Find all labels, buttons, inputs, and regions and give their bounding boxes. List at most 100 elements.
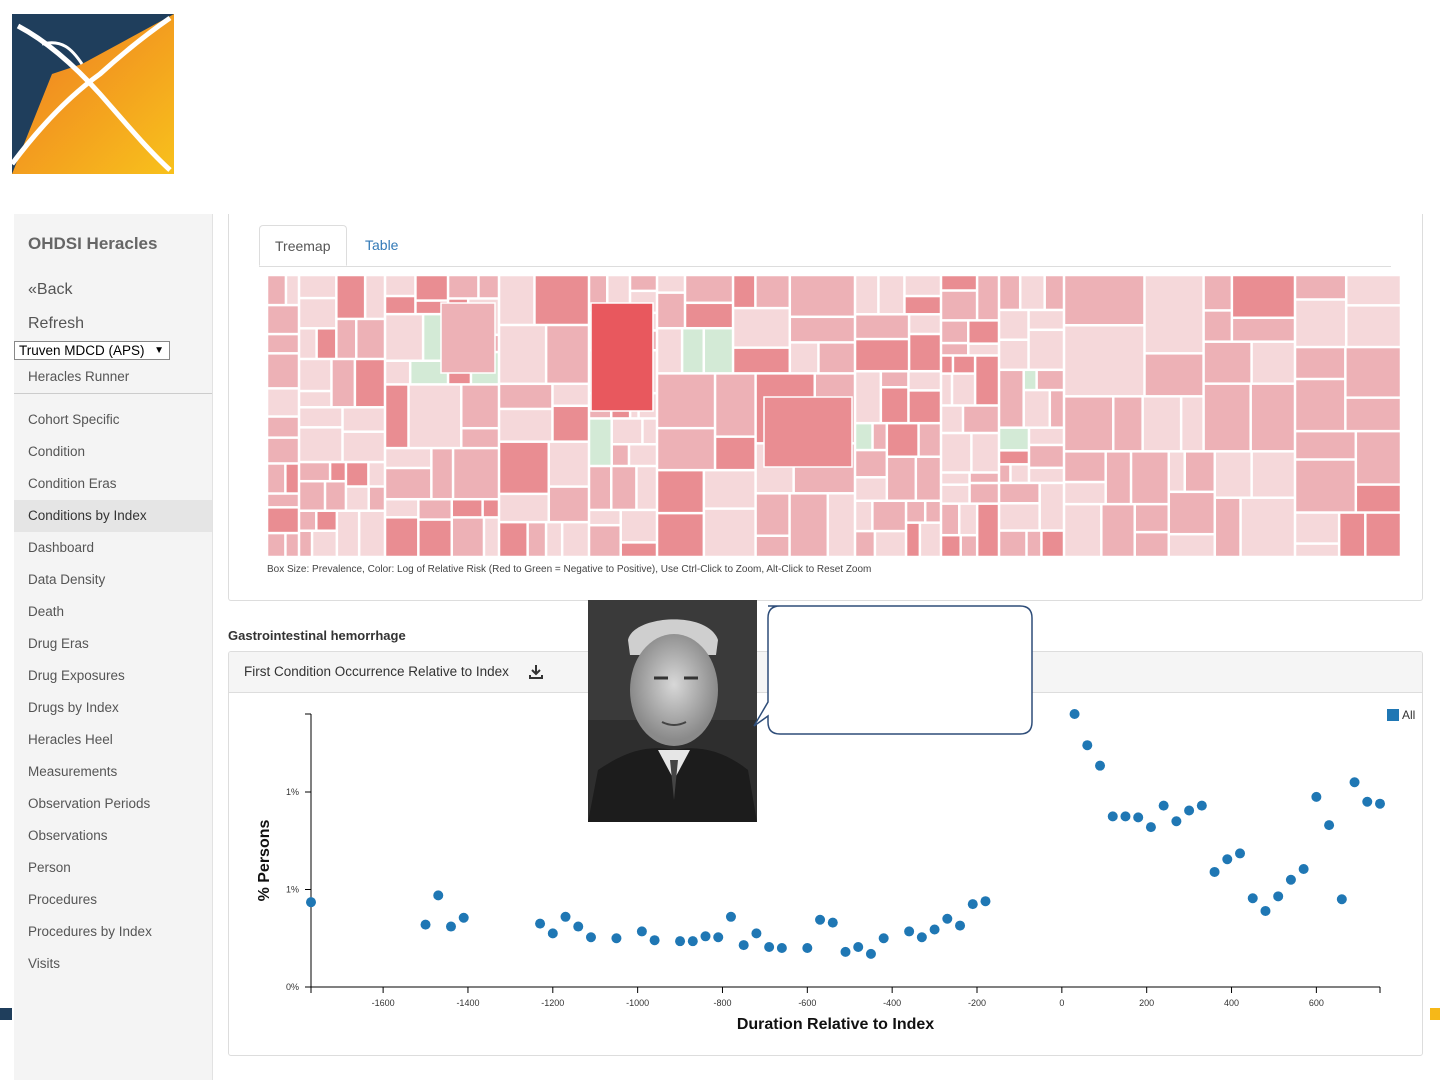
treemap-cell[interactable]	[908, 333, 942, 372]
scatter-point[interactable]	[1349, 777, 1360, 788]
scatter-point[interactable]	[675, 936, 686, 947]
treemap-cell[interactable]	[384, 360, 411, 385]
treemap-cell[interactable]	[952, 355, 976, 374]
treemap-cell[interactable]	[908, 390, 942, 424]
treemap-cell[interactable]	[1134, 531, 1170, 557]
scatter-point[interactable]	[458, 912, 469, 923]
treemap-cell[interactable]	[1294, 430, 1357, 460]
treemap-cell[interactable]	[1355, 430, 1401, 485]
treemap-cell[interactable]	[656, 512, 705, 557]
treemap-cell[interactable]	[998, 530, 1027, 557]
treemap-cell[interactable]	[684, 302, 734, 329]
sidebar-item-condition[interactable]: Condition	[28, 444, 86, 459]
scatter-point[interactable]	[1222, 854, 1233, 865]
sidebar-item-observations[interactable]: Observations	[28, 828, 108, 843]
treemap-cell[interactable]	[904, 275, 942, 297]
treemap-cell[interactable]	[905, 500, 926, 523]
scatter-point[interactable]	[611, 933, 622, 944]
scatter-point[interactable]	[840, 946, 851, 957]
treemap-cell[interactable]	[755, 535, 790, 557]
treemap-cell[interactable]	[545, 324, 590, 385]
treemap-cell[interactable]	[336, 318, 357, 360]
tab-treemap[interactable]: Treemap	[259, 225, 347, 266]
treemap-cell[interactable]	[998, 450, 1030, 465]
scatter-point[interactable]	[967, 899, 978, 910]
download-icon[interactable]	[528, 664, 544, 680]
treemap-cell[interactable]	[460, 384, 500, 429]
sidebar-item-heracles-heel[interactable]: Heracles Heel	[28, 732, 113, 747]
treemap-cell[interactable]	[620, 542, 658, 557]
treemap-cell[interactable]	[460, 427, 500, 449]
treemap-cell[interactable]	[854, 314, 910, 340]
treemap-cell[interactable]	[968, 343, 1000, 356]
treemap-cell[interactable]	[714, 436, 756, 471]
treemap-cell[interactable]	[919, 522, 942, 557]
treemap-cell[interactable]	[908, 314, 942, 335]
treemap-cell[interactable]	[924, 500, 942, 523]
scatter-point[interactable]	[1082, 740, 1093, 751]
treemap-cell[interactable]	[940, 405, 964, 434]
treemap-cell[interactable]	[611, 418, 643, 445]
scatter-point[interactable]	[751, 928, 762, 939]
treemap-cell[interactable]	[368, 486, 386, 511]
treemap-cell[interactable]	[1168, 533, 1216, 557]
treemap-cell[interactable]	[1294, 378, 1346, 432]
treemap-cell[interactable]	[285, 275, 300, 306]
treemap-cell[interactable]	[311, 530, 338, 557]
treemap-cell[interactable]	[588, 418, 612, 467]
treemap-cell[interactable]	[1130, 451, 1170, 505]
treemap-chart[interactable]	[267, 275, 1401, 557]
treemap-cell[interactable]	[908, 370, 942, 391]
treemap-cell[interactable]	[545, 521, 563, 557]
treemap-cell[interactable]	[1105, 451, 1132, 505]
heracles-runner-link[interactable]: Heracles Runner	[28, 369, 130, 384]
treemap-cell[interactable]	[1063, 325, 1145, 397]
treemap-cell[interactable]	[940, 342, 969, 356]
treemap-cell[interactable]	[1028, 329, 1065, 371]
sidebar-item-cohort-specific[interactable]: Cohort Specific	[28, 412, 120, 427]
treemap-cell[interactable]	[1023, 389, 1051, 428]
treemap-cell[interactable]	[384, 275, 416, 297]
treemap-cell[interactable]	[960, 534, 978, 557]
scatter-point[interactable]	[1298, 864, 1309, 875]
treemap-cell[interactable]	[358, 510, 386, 557]
treemap-cell[interactable]	[732, 275, 756, 309]
treemap-cell[interactable]	[1028, 427, 1065, 446]
legend-label[interactable]: All	[1402, 708, 1415, 722]
treemap-cell[interactable]	[1142, 396, 1182, 452]
treemap-cell[interactable]	[789, 342, 819, 374]
scatter-point[interactable]	[955, 920, 966, 931]
treemap-cell[interactable]	[905, 522, 921, 557]
treemap-cell[interactable]	[854, 275, 879, 315]
scatter-point[interactable]	[1285, 874, 1296, 885]
sidebar-item-person[interactable]: Person	[28, 860, 71, 875]
treemap-cell[interactable]	[527, 521, 547, 557]
sidebar-item-visits[interactable]: Visits	[28, 956, 61, 971]
treemap-cell[interactable]	[418, 519, 453, 557]
treemap-cell[interactable]	[324, 480, 347, 511]
treemap-cell[interactable]	[298, 510, 317, 531]
treemap-cell[interactable]	[854, 449, 888, 478]
treemap-cell[interactable]	[940, 534, 961, 557]
scatter-point[interactable]	[306, 897, 316, 908]
scatter-point[interactable]	[1145, 822, 1156, 833]
treemap-cell[interactable]	[1251, 341, 1296, 384]
treemap-cell[interactable]	[342, 431, 386, 463]
treemap-cell[interactable]	[976, 275, 1000, 321]
treemap-cell[interactable]	[940, 432, 972, 473]
treemap-cell[interactable]	[854, 477, 888, 502]
treemap-cell[interactable]	[998, 503, 1040, 531]
treemap-cell-highlight[interactable]	[590, 302, 654, 412]
scatter-point[interactable]	[1209, 866, 1220, 877]
scatter-point[interactable]	[1324, 820, 1335, 831]
treemap-cell[interactable]	[267, 304, 300, 335]
treemap-cell[interactable]	[552, 405, 590, 442]
treemap-cell[interactable]	[1063, 503, 1102, 557]
scatter-point[interactable]	[827, 917, 838, 928]
treemap-cell[interactable]	[918, 422, 942, 457]
treemap-cell[interactable]	[872, 500, 907, 532]
treemap-cell[interactable]	[998, 309, 1029, 340]
scatter-point[interactable]	[1184, 805, 1195, 816]
treemap-cell[interactable]	[886, 422, 919, 457]
treemap-cell[interactable]	[548, 486, 590, 523]
